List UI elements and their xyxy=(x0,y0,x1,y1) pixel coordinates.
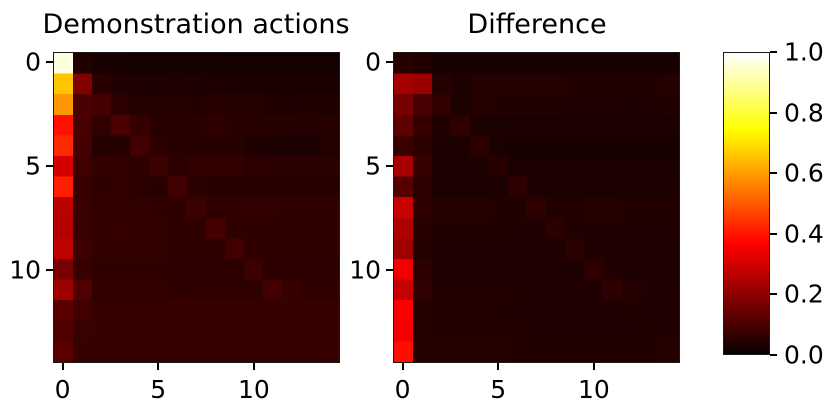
x-tick-label: 0 xyxy=(54,375,71,404)
y-tick-mark xyxy=(46,165,53,168)
colorbar-tick-label: 0.2 xyxy=(784,279,824,309)
colorbar-tick-label: 0.0 xyxy=(784,340,824,370)
x-tick-mark xyxy=(592,363,595,370)
heatmap-difference-image xyxy=(394,53,679,362)
colorbar-tick-mark xyxy=(770,172,777,175)
y-tick-label: 0 xyxy=(365,47,381,77)
colorbar-tick-mark xyxy=(770,111,777,114)
y-tick-label: 0 xyxy=(25,47,41,77)
colorbar-tick-label: 0.6 xyxy=(784,158,824,188)
colorbar-tick-label: 1.0 xyxy=(784,37,824,67)
heatmap-demonstration-actions-image xyxy=(54,53,339,362)
y-tick-mark xyxy=(46,268,53,271)
axes-demonstration-actions xyxy=(53,52,340,363)
x-tick-mark xyxy=(61,363,64,370)
x-tick-mark xyxy=(157,363,160,370)
x-tick-mark xyxy=(252,363,255,370)
y-tick-mark xyxy=(386,61,393,64)
plot-title-difference: Difference xyxy=(467,9,607,40)
x-tick-label: 10 xyxy=(237,375,270,404)
x-tick-label: 10 xyxy=(577,375,610,404)
y-tick-label: 10 xyxy=(9,255,41,285)
axes-difference xyxy=(393,52,680,363)
y-tick-label: 5 xyxy=(365,151,381,181)
y-tick-mark xyxy=(386,165,393,168)
colorbar-tick-mark xyxy=(770,232,777,235)
colorbar-gradient xyxy=(724,53,769,354)
colorbar-tick-mark xyxy=(770,293,777,296)
plot-title-demonstration-actions: Demonstration actions xyxy=(42,9,350,40)
colorbar-tick-label: 0.4 xyxy=(784,219,824,249)
y-tick-label: 5 xyxy=(25,151,41,181)
x-tick-mark xyxy=(497,363,500,370)
colorbar-tick-label: 0.8 xyxy=(784,98,824,128)
x-tick-label: 0 xyxy=(394,375,411,404)
y-tick-label: 10 xyxy=(349,255,381,285)
x-tick-mark xyxy=(401,363,404,370)
y-tick-mark xyxy=(46,61,53,64)
colorbar-tick-mark xyxy=(770,51,777,53)
x-tick-label: 5 xyxy=(490,375,507,404)
colorbar-tick-mark xyxy=(770,354,777,356)
y-tick-mark xyxy=(386,268,393,271)
colorbar xyxy=(723,52,770,355)
x-tick-label: 5 xyxy=(150,375,167,404)
